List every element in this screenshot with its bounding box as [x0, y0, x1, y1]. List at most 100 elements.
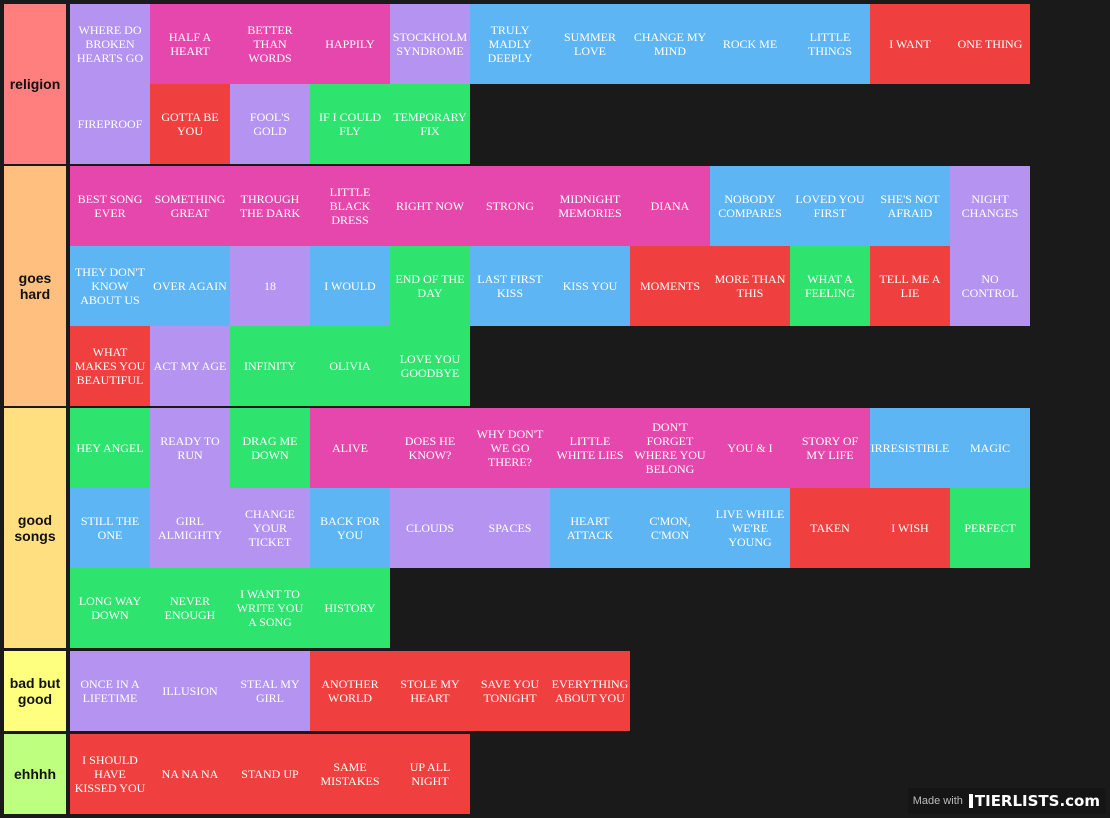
tier-item-strong[interactable]: STRONG [470, 166, 550, 246]
tier-item-history[interactable]: HISTORY [310, 568, 390, 648]
tier-item-olivia[interactable]: OLIVIA [310, 326, 390, 406]
tier-item-loved-you-first[interactable]: LOVED YOU FIRST [790, 166, 870, 246]
tier-item-label: WHY DON'T WE GO THERE? [476, 427, 544, 469]
tier-items: HEY ANGEL READY TO RUN DRAG ME DOWN ALIVE DO… [70, 408, 1030, 648]
tier-item-fool-s-gold[interactable]: FOOL'S GOLD [230, 84, 310, 164]
tier-item-label: FOOL'S GOLD [249, 110, 291, 138]
tier-item-nobody-compares[interactable]: NOBODY COMPARES [710, 166, 790, 246]
tier-item-midnight-memories[interactable]: MIDNIGHT MEMORIES [550, 166, 630, 246]
tier-item-act-my-age[interactable]: ACT MY AGE [150, 326, 230, 406]
tier-item-perfect[interactable]: PERFECT [950, 488, 1030, 568]
tier-item-they-don-t-know-about-us[interactable]: THEY DON'T KNOW ABOUT US [70, 246, 150, 326]
tier-item-na-na-na[interactable]: NA NA NA [150, 734, 230, 814]
tier-item-more-than-this[interactable]: MORE THAN THIS [710, 246, 790, 326]
tier-item-night-changes[interactable]: NIGHT CHANGES [950, 166, 1030, 246]
tier-item-irresistible[interactable]: IRRESISTIBLE [870, 408, 950, 488]
tier-item-little-things[interactable]: LITTLE THINGS [790, 4, 870, 84]
tier-item-last-first-kiss[interactable]: LAST FIRST KISS [470, 246, 550, 326]
tier-item-stand-up[interactable]: STAND UP [230, 734, 310, 814]
tier-item-happily[interactable]: HAPPILY [310, 4, 390, 84]
tier-item-hey-angel[interactable]: HEY ANGEL [70, 408, 150, 488]
tier-item-summer-love[interactable]: SUMMER LOVE [550, 4, 630, 84]
tier-item-what-makes-you-beautiful[interactable]: WHAT MAKES YOU BEAUTIFUL [70, 326, 150, 406]
tier-item-c-mon-c-mon[interactable]: C'MON, C'MON [630, 488, 710, 568]
tier-item-kiss-you[interactable]: KISS YOU [550, 246, 630, 326]
tier-item-live-while-we-re-young[interactable]: LIVE WHILE WE'RE YOUNG [710, 488, 790, 568]
tier-item-infinity[interactable]: INFINITY [230, 326, 310, 406]
tier-item-i-would[interactable]: I WOULD [310, 246, 390, 326]
tier-item-one-thing[interactable]: ONE THING [950, 4, 1030, 84]
tier-item-what-a-feeling[interactable]: WHAT A FEELING [790, 246, 870, 326]
tier-item-where-do-broken-hearts-go[interactable]: WHERE DO BROKEN HEARTS GO [70, 4, 150, 84]
tier-item-taken[interactable]: TAKEN [790, 488, 870, 568]
tier-item-best-song-ever[interactable]: BEST SONG EVER [70, 166, 150, 246]
tier-item-ready-to-run[interactable]: READY TO RUN [150, 408, 230, 488]
tier-label[interactable]: goes hard [4, 166, 66, 406]
tier-item-everything-about-you[interactable]: EVERYTHING ABOUT YOU [550, 651, 630, 731]
tier-item-another-world[interactable]: ANOTHER WORLD [310, 651, 390, 731]
tier-item-no-control[interactable]: NO CONTROL [950, 246, 1030, 326]
tier-item-save-you-tonight[interactable]: SAVE YOU TONIGHT [470, 651, 550, 731]
tier-label[interactable]: good songs [4, 408, 66, 648]
tier-label[interactable]: ehhhh [4, 734, 66, 814]
tier-item-i-want-to-write-you-a-song[interactable]: I WANT TO WRITE YOU A SONG [230, 568, 310, 648]
tier-items: I SHOULD HAVE KISSED YOU NA NA NA STAND UP… [70, 734, 1030, 814]
tier-item-spaces[interactable]: SPACES [470, 488, 550, 568]
tier-item-little-black-dress[interactable]: LITTLE BLACK DRESS [310, 166, 390, 246]
tier-item-stole-my-heart[interactable]: STOLE MY HEART [390, 651, 470, 731]
tier-item-tell-me-a-lie[interactable]: TELL ME A LIE [870, 246, 950, 326]
tier-item-label: ONCE IN A LIFETIME [80, 677, 140, 705]
tier-item-she-s-not-afraid[interactable]: SHE'S NOT AFRAID [870, 166, 950, 246]
tier-item-same-mistakes[interactable]: SAME MISTAKES [310, 734, 390, 814]
tier-item-rock-me[interactable]: ROCK ME [710, 4, 790, 84]
tier-item-story-of-my-life[interactable]: STORY OF MY LIFE [790, 408, 870, 488]
tier-item-half-a-heart[interactable]: HALF A HEART [150, 4, 230, 84]
tier-item-temporary-fix[interactable]: TEMPORARY FIX [390, 84, 470, 164]
tier-item-gotta-be-you[interactable]: GOTTA BE YOU [150, 84, 230, 164]
tier-item-label: ALIVE [332, 441, 368, 455]
made-with-watermark[interactable]: Made with TIERLISTS.com [908, 788, 1106, 814]
tier-item-still-the-one[interactable]: STILL THE ONE [70, 488, 150, 568]
tier-item-over-again[interactable]: OVER AGAIN [150, 246, 230, 326]
tier-item-illusion[interactable]: ILLUSION [150, 651, 230, 731]
tier-item-does-he-know[interactable]: DOES HE KNOW? [390, 408, 470, 488]
tier-item-truly-madly-deeply[interactable]: TRULY MADLY DEEPLY [470, 4, 550, 84]
tier-item-back-for-you[interactable]: BACK FOR YOU [310, 488, 390, 568]
tier-item-heart-attack[interactable]: HEART ATTACK [550, 488, 630, 568]
tier-item-long-way-down[interactable]: LONG WAY DOWN [70, 568, 150, 648]
tier-item-i-wish[interactable]: I WISH [870, 488, 950, 568]
tier-item-don-t-forget-where-you-belong[interactable]: DON'T FORGET WHERE YOU BELONG [630, 408, 710, 488]
tier-item-label: BETTER THAN WORDS [247, 23, 293, 65]
tier-item-i-want[interactable]: I WANT [870, 4, 950, 84]
tier-item-steal-my-girl[interactable]: STEAL MY GIRL [230, 651, 310, 731]
tier-item-drag-me-down[interactable]: DRAG ME DOWN [230, 408, 310, 488]
tier-item-change-your-ticket[interactable]: CHANGE YOUR TICKET [230, 488, 310, 568]
tier-item-up-all-night[interactable]: UP ALL NIGHT [390, 734, 470, 814]
tier-item-you-i[interactable]: YOU & I [710, 408, 790, 488]
tier-item-never-enough[interactable]: NEVER ENOUGH [150, 568, 230, 648]
tier-item-if-i-could-fly[interactable]: IF I COULD FLY [310, 84, 390, 164]
tier-item-alive[interactable]: ALIVE [310, 408, 390, 488]
tier-item-moments[interactable]: MOMENTS [630, 246, 710, 326]
tier-item-change-my-mind[interactable]: CHANGE MY MIND [630, 4, 710, 84]
tier-item-stockholm-syndrome[interactable]: STOCKHOLM SYNDROME [390, 4, 470, 84]
tier-item-little-white-lies[interactable]: LITTLE WHITE LIES [550, 408, 630, 488]
tier-label[interactable]: bad but good [4, 651, 66, 731]
tier-item-end-of-the-day[interactable]: END OF THE DAY [390, 246, 470, 326]
tier-item-18[interactable]: 18 [230, 246, 310, 326]
tier-item-right-now[interactable]: RIGHT NOW [390, 166, 470, 246]
tier-item-once-in-a-lifetime[interactable]: ONCE IN A LIFETIME [70, 651, 150, 731]
tier-item-magic[interactable]: MAGIC [950, 408, 1030, 488]
tier-item-love-you-goodbye[interactable]: LOVE YOU GOODBYE [390, 326, 470, 406]
tier-item-why-don-t-we-go-there[interactable]: WHY DON'T WE GO THERE? [470, 408, 550, 488]
tier-item-through-the-dark[interactable]: THROUGH THE DARK [230, 166, 310, 246]
tier-item-diana[interactable]: DIANA [630, 166, 710, 246]
tier-item-label: IRRESISTIBLE [870, 441, 950, 455]
tier-label[interactable]: religion [4, 4, 66, 164]
tier-item-i-should-have-kissed-you[interactable]: I SHOULD HAVE KISSED YOU [70, 734, 150, 814]
tier-item-better-than-words[interactable]: BETTER THAN WORDS [230, 4, 310, 84]
tier-item-something-great[interactable]: SOMETHING GREAT [150, 166, 230, 246]
tier-item-girl-almighty[interactable]: GIRL ALMIGHTY [150, 488, 230, 568]
tier-item-clouds[interactable]: CLOUDS [390, 488, 470, 568]
tier-item-fireproof[interactable]: FIREPROOF [70, 84, 150, 164]
